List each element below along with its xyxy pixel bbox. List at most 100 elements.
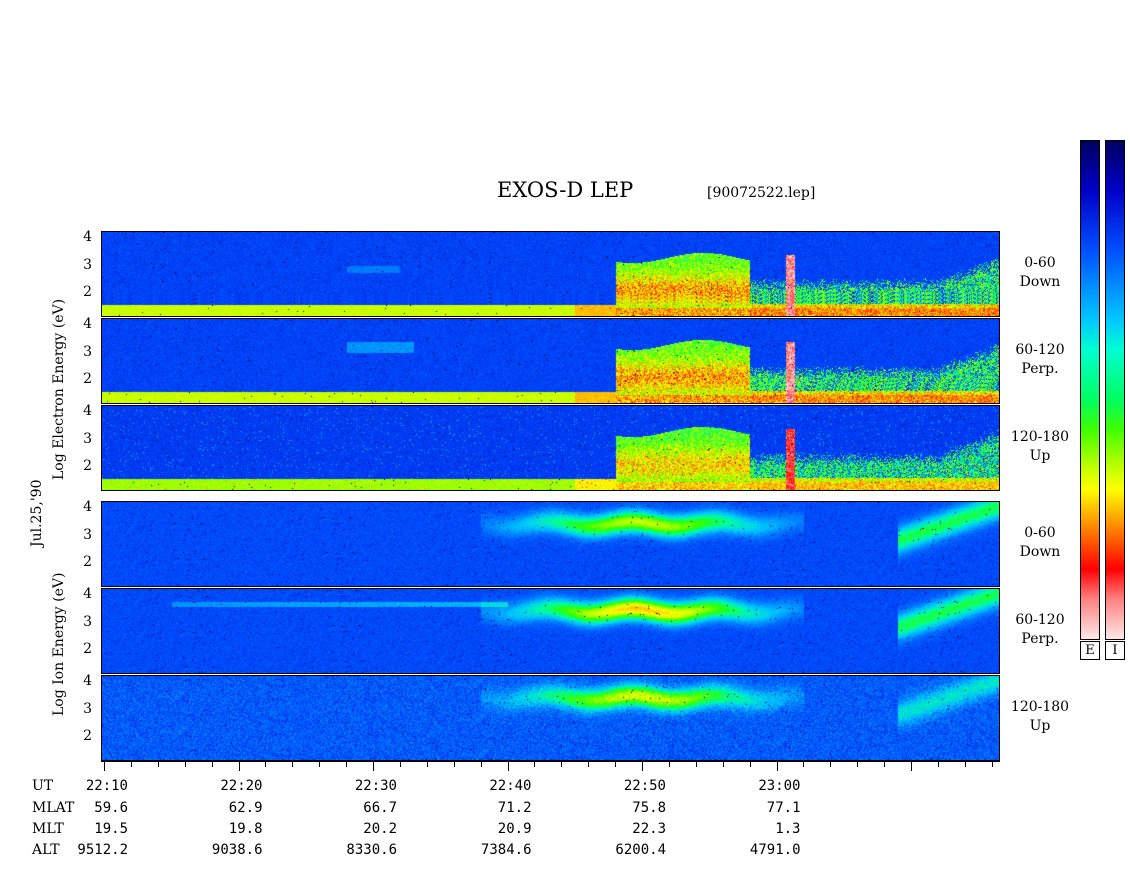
- pitch-angle-range: 120-180: [1010, 429, 1070, 445]
- x-minor-tick: [319, 762, 320, 767]
- ephemeris-mlat-value: 77.1: [766, 800, 801, 816]
- pitch-direction: Down: [1019, 544, 1061, 560]
- ion-colorbar-label: I: [1105, 641, 1125, 660]
- x-major-tick: [104, 762, 105, 771]
- ephemeris-mlt-value: 1.3: [775, 821, 801, 837]
- x-minor-tick: [534, 762, 535, 767]
- x-axis-line: [101, 761, 1000, 762]
- file-name: [90072522.lep]: [707, 185, 816, 201]
- pitch-angle-range: 120-180: [1010, 699, 1070, 715]
- pitch-direction: Down: [1019, 274, 1061, 290]
- x-minor-tick: [884, 762, 885, 767]
- x-minor-tick: [454, 762, 455, 767]
- x-minor-tick: [750, 762, 751, 767]
- x-minor-tick: [292, 762, 293, 767]
- pitch-angle-range: 0-60: [1024, 525, 1056, 541]
- panel-label-6: 120-180 Up: [1008, 698, 1072, 736]
- x-minor-tick: [992, 762, 993, 767]
- ephemeris-alt-value: 7384.6: [480, 842, 532, 858]
- ephemeris-alt-value: 8330.6: [346, 842, 397, 858]
- ephemeris-ut-value: 22:20: [220, 778, 263, 794]
- spectrogram-image-6: [102, 676, 999, 760]
- spectrogram-panel-4: [101, 501, 1000, 587]
- y-tick-label: 4: [83, 229, 92, 245]
- x-major-tick: [911, 762, 912, 771]
- y-tick-label: 3: [83, 343, 92, 360]
- x-minor-tick: [400, 762, 401, 767]
- y-tick-label: 3: [83, 613, 92, 630]
- x-minor-tick: [803, 762, 804, 767]
- ephemeris-row-label: ALT: [32, 842, 60, 858]
- ephemeris-alt-value: 9512.2: [77, 842, 128, 858]
- ephemeris-mlt-value: 19.8: [228, 821, 263, 837]
- x-minor-tick: [185, 762, 186, 767]
- y-tick-label: 2: [83, 371, 92, 387]
- pitch-direction: Perp.: [1021, 631, 1059, 647]
- electron-colorbar: [1080, 140, 1100, 640]
- spectrogram-panel-3: [101, 405, 1000, 491]
- spectrogram-image-5: [102, 589, 999, 673]
- ephemeris-mlat-value: 59.6: [94, 800, 128, 816]
- x-minor-tick: [723, 762, 724, 767]
- ephemeris-alt-value: 4791.0: [749, 842, 801, 858]
- electron-energy-label: Log Electron Energy (eV): [51, 298, 67, 480]
- ephemeris-mlat-value: 62.9: [228, 800, 263, 816]
- ephemeris-row-label: UT: [32, 778, 54, 794]
- x-minor-tick: [830, 762, 831, 767]
- spectrogram-image-4: [102, 502, 999, 586]
- spectrogram-image-2: [102, 319, 999, 403]
- ephemeris-mlt-value: 20.9: [497, 821, 532, 837]
- pitch-angle-range: 60-120: [1015, 342, 1065, 358]
- y-tick-label: 4: [83, 499, 92, 515]
- panel-label-3: 120-180 Up: [1008, 428, 1072, 466]
- y-tick-label: 2: [83, 554, 92, 570]
- panel-label-4: 0-60 Down: [1008, 524, 1072, 562]
- x-minor-tick: [212, 762, 213, 767]
- y-tick-label: 4: [83, 586, 92, 602]
- x-minor-tick: [158, 762, 159, 767]
- x-major-tick: [642, 762, 643, 771]
- x-major-tick: [777, 762, 778, 771]
- ion-energy-label: Log Ion Energy (eV): [51, 572, 67, 716]
- ephemeris-mlt-value: 19.5: [94, 821, 128, 837]
- ephemeris-mlt-value: 22.3: [632, 821, 666, 837]
- electron-colorbar-label: E: [1080, 641, 1100, 660]
- panel-label-5: 60-120 Perp.: [1008, 611, 1072, 649]
- spectrogram-panel-5: [101, 588, 1000, 674]
- y-tick-label: 3: [83, 526, 92, 543]
- ephemeris-row-label: MLT: [32, 821, 64, 837]
- x-minor-tick: [588, 762, 589, 767]
- date-label: Jul.25,'90: [29, 479, 45, 547]
- x-minor-tick: [857, 762, 858, 767]
- y-tick-label: 2: [83, 641, 92, 657]
- y-tick-label: 4: [83, 673, 92, 689]
- ephemeris-mlat-value: 71.2: [497, 800, 532, 816]
- panel-label-1: 0-60 Down: [1008, 254, 1072, 292]
- pitch-direction: Perp.: [1021, 361, 1059, 377]
- chart-title: EXOS-D LEP: [497, 178, 634, 202]
- x-minor-tick: [131, 762, 132, 767]
- x-major-tick: [373, 762, 374, 771]
- ephemeris-ut-value: 23:00: [758, 778, 801, 794]
- x-minor-tick: [938, 762, 939, 767]
- ephemeris-ut-value: 22:10: [85, 778, 128, 794]
- y-tick-label: 2: [83, 728, 92, 744]
- pitch-angle-range: 60-120: [1015, 612, 1065, 628]
- ephemeris-mlat-value: 66.7: [363, 800, 397, 816]
- ephemeris-ut-value: 22:30: [354, 778, 397, 794]
- spectrogram-panel-2: [101, 318, 1000, 404]
- ephemeris-row-label: MLAT: [32, 800, 75, 816]
- y-tick-label: 3: [83, 256, 92, 273]
- spectrogram-image-3: [102, 406, 999, 490]
- y-tick-label: 4: [83, 403, 92, 419]
- pitch-angle-range: 0-60: [1024, 255, 1056, 271]
- ephemeris-alt-value: 6200.4: [615, 842, 666, 858]
- ephemeris-alt-value: 9038.6: [211, 842, 263, 858]
- spectrogram-image-1: [102, 232, 999, 316]
- ephemeris-ut-value: 22:50: [623, 778, 666, 794]
- pitch-direction: Up: [1029, 448, 1051, 464]
- x-major-tick: [508, 762, 509, 771]
- x-minor-tick: [265, 762, 266, 767]
- y-tick-label: 4: [83, 316, 92, 332]
- y-tick-label: 3: [83, 700, 92, 717]
